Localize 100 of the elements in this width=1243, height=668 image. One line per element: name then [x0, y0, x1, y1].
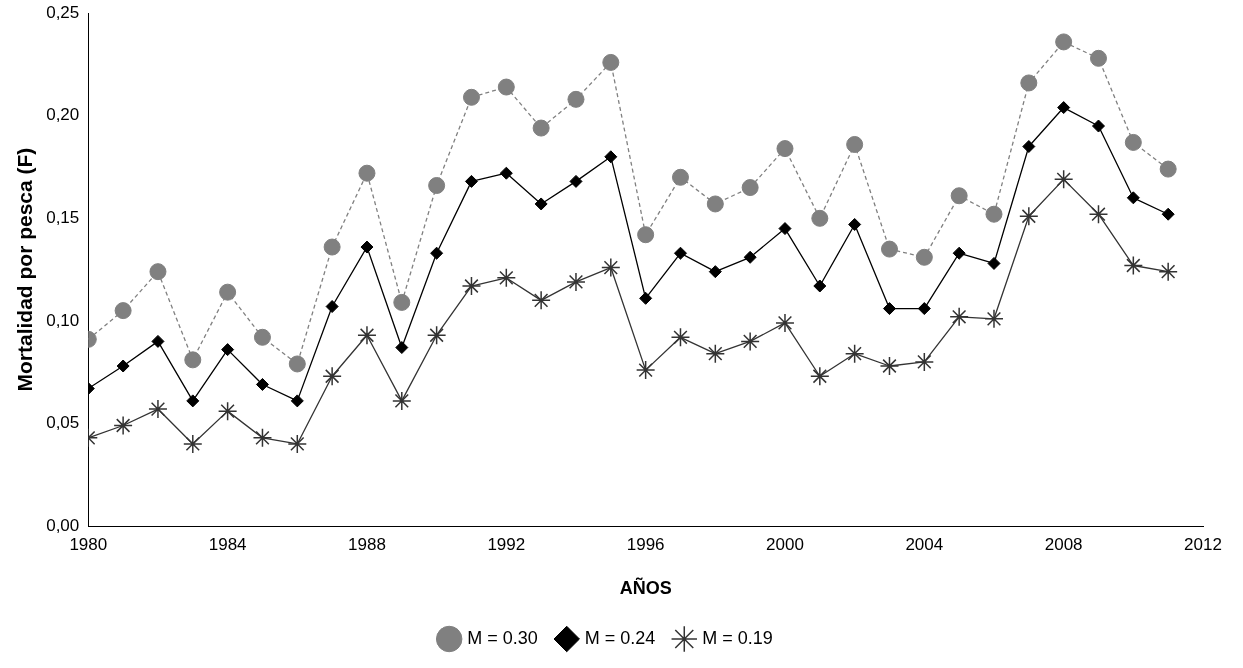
point [740, 331, 760, 352]
point [392, 391, 412, 411]
point [113, 415, 133, 436]
point [778, 222, 792, 236]
point [1057, 101, 1071, 115]
point [496, 268, 517, 288]
point [813, 279, 827, 293]
point [846, 135, 864, 153]
point [567, 90, 585, 108]
point [149, 263, 167, 281]
point [984, 309, 1004, 329]
point [705, 343, 726, 364]
legend-label: M = 0.30 [467, 627, 538, 648]
point [531, 290, 551, 311]
point [1161, 207, 1175, 221]
point [499, 166, 513, 180]
point [1124, 133, 1142, 151]
point [393, 293, 411, 311]
x-tick-label: 2008 [1044, 534, 1083, 554]
point [844, 343, 865, 364]
point [1092, 119, 1105, 133]
x-tick-label: 2000 [766, 534, 804, 554]
x-tick-label: 2012 [1184, 534, 1222, 554]
point [534, 197, 548, 211]
y-tick-label: 0,05 [46, 413, 80, 433]
y-tick-label: 0,10 [46, 310, 80, 330]
point [673, 246, 687, 260]
point [357, 325, 377, 345]
point [114, 302, 132, 320]
point [1123, 255, 1144, 276]
point [116, 359, 130, 373]
point [426, 325, 447, 345]
point [601, 257, 621, 278]
point [639, 291, 653, 305]
point [917, 302, 931, 316]
point [497, 78, 515, 96]
point [217, 401, 238, 421]
point [671, 168, 689, 186]
point [360, 240, 374, 254]
point [950, 187, 968, 205]
point [810, 366, 830, 387]
point [1126, 191, 1140, 205]
point [637, 226, 655, 244]
y-tick-label: 0,00 [46, 515, 80, 535]
point [462, 88, 480, 106]
legend-label: M = 0.19 [702, 627, 773, 648]
point [776, 140, 794, 158]
point [323, 238, 341, 256]
point [464, 174, 478, 188]
point [1055, 33, 1073, 51]
y-tick-label: 0,20 [46, 105, 80, 125]
point [184, 351, 202, 369]
point [186, 394, 200, 408]
point [985, 205, 1003, 223]
x-tick-label: 2004 [905, 534, 944, 554]
point [1022, 140, 1036, 154]
point [430, 246, 444, 260]
point [253, 328, 271, 346]
point [949, 307, 969, 327]
point [288, 355, 306, 373]
point [255, 377, 269, 391]
x-tick-label: 1984 [208, 534, 247, 554]
point [880, 240, 898, 258]
point [602, 53, 620, 71]
point [1158, 261, 1178, 282]
point [428, 177, 446, 194]
point [775, 313, 795, 333]
point [1159, 160, 1177, 178]
x-tick-label: 1996 [626, 534, 665, 554]
point [706, 195, 724, 213]
point [670, 327, 691, 348]
point [1088, 204, 1109, 224]
y-axis-title: Mortalidad por pesca (F) [13, 147, 37, 392]
point [358, 164, 376, 182]
point [743, 250, 757, 264]
point [252, 428, 273, 448]
point [741, 179, 759, 197]
point [532, 119, 550, 137]
point [1020, 74, 1038, 92]
point [290, 394, 304, 408]
x-tick-label: 1992 [487, 534, 526, 554]
point [1053, 169, 1074, 190]
point [811, 209, 829, 227]
point [848, 217, 862, 231]
x-axis-title: AÑOS [619, 577, 672, 599]
legend-label: M = 0.24 [584, 627, 656, 648]
point [952, 246, 966, 260]
x-tick-label: 1980 [69, 534, 108, 554]
point [708, 265, 722, 279]
point [183, 434, 203, 454]
point [1090, 49, 1107, 67]
point [566, 272, 586, 292]
point [395, 341, 409, 355]
point [569, 174, 583, 188]
point [915, 248, 933, 266]
point [287, 434, 308, 454]
point [1019, 206, 1039, 227]
point [322, 366, 342, 387]
point [325, 300, 339, 314]
point [987, 256, 1001, 270]
